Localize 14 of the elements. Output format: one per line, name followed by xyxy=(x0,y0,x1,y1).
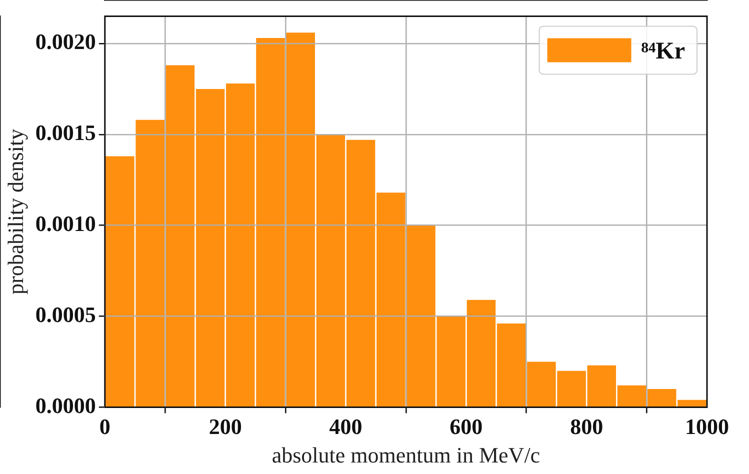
y-tick-label: 0.0000 xyxy=(35,392,96,418)
x-axis-title: absolute momentum in MeV/c xyxy=(272,442,540,468)
y-tick-label: 0.0005 xyxy=(35,302,96,327)
y-axis-title: probability density xyxy=(2,128,28,294)
legend-label: ⁸⁴Kr xyxy=(641,38,686,64)
x-tick-label: 1000 xyxy=(685,414,729,440)
y-tick-label: 0.0020 xyxy=(35,29,96,54)
x-tick-label: 0 xyxy=(99,414,110,440)
x-tick-label: 200 xyxy=(208,414,242,440)
x-tick-label: 800 xyxy=(570,414,604,440)
y-tick-label: 0.0015 xyxy=(35,120,96,146)
y-tick-label: 0.0010 xyxy=(35,211,96,236)
x-tick-label: 400 xyxy=(329,414,362,440)
x-tick-label: 600 xyxy=(450,414,483,440)
